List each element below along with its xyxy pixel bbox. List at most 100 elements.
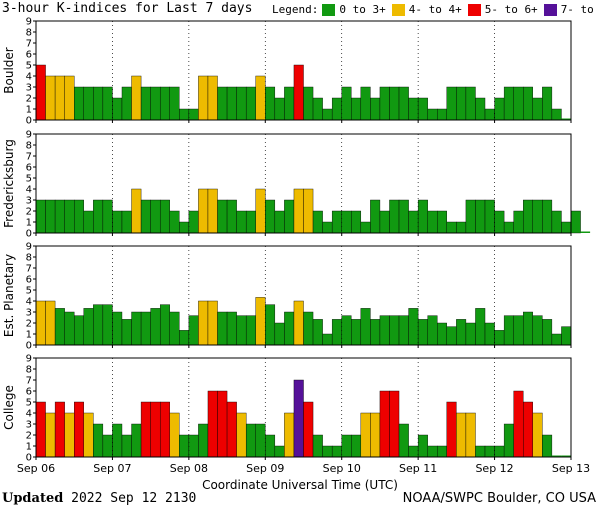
bar bbox=[341, 434, 352, 458]
y-tick-label: 4 bbox=[26, 185, 32, 196]
bar bbox=[226, 199, 237, 234]
station-label: Boulder bbox=[2, 47, 16, 94]
bar bbox=[408, 97, 419, 121]
bar bbox=[159, 304, 170, 346]
y-tick-label: 8 bbox=[26, 365, 32, 376]
bar bbox=[140, 401, 151, 458]
bar bbox=[35, 64, 46, 121]
bar bbox=[131, 311, 142, 346]
bar bbox=[446, 401, 457, 458]
bar bbox=[245, 315, 256, 346]
bar bbox=[159, 199, 170, 234]
bar bbox=[561, 455, 571, 457]
bar bbox=[265, 304, 276, 346]
bar bbox=[379, 390, 390, 458]
bar bbox=[532, 199, 543, 234]
y-tick-label: 7 bbox=[26, 376, 32, 387]
x-tick-label: Sep 08 bbox=[170, 462, 208, 475]
bar bbox=[312, 97, 323, 121]
bar bbox=[523, 311, 533, 346]
bar bbox=[398, 315, 409, 346]
bar bbox=[427, 315, 438, 346]
bar bbox=[207, 188, 218, 234]
bar bbox=[532, 315, 543, 346]
x-tick-label: Sep 07 bbox=[93, 462, 131, 475]
legend-label-7-to-9: 7- to 9 bbox=[560, 3, 600, 16]
bar bbox=[83, 412, 94, 458]
bar bbox=[580, 231, 591, 233]
y-tick-label: 6 bbox=[26, 163, 32, 174]
bar bbox=[570, 210, 581, 234]
bar bbox=[484, 445, 495, 458]
y-tick-label: 9 bbox=[26, 354, 32, 365]
bar bbox=[93, 304, 104, 346]
bar bbox=[523, 86, 533, 121]
bar bbox=[150, 308, 161, 346]
y-tick-label: 4 bbox=[26, 409, 32, 420]
chart-title: 3-hour K-indices for Last 7 days bbox=[2, 1, 253, 16]
bar bbox=[331, 319, 342, 346]
bar bbox=[484, 108, 495, 121]
bar bbox=[236, 315, 247, 346]
bar bbox=[341, 210, 352, 234]
bar bbox=[54, 308, 65, 346]
bar bbox=[351, 210, 362, 234]
bar bbox=[169, 86, 180, 121]
bar bbox=[284, 86, 295, 121]
bar bbox=[265, 199, 276, 234]
bar bbox=[112, 97, 123, 121]
bar bbox=[140, 311, 151, 346]
y-tick-label: 7 bbox=[26, 264, 32, 275]
y-tick-label: 1 bbox=[26, 442, 32, 453]
bar bbox=[207, 300, 218, 346]
bar bbox=[169, 311, 180, 346]
x-tick-label: Sep 11 bbox=[399, 462, 437, 475]
x-tick-label: Sep 06 bbox=[17, 462, 55, 475]
bar bbox=[217, 86, 228, 121]
bar bbox=[121, 210, 132, 234]
bar bbox=[351, 319, 362, 346]
bar bbox=[303, 86, 314, 121]
bar bbox=[484, 199, 495, 234]
y-tick-label: 5 bbox=[26, 286, 32, 297]
bar bbox=[456, 221, 467, 234]
bar bbox=[561, 221, 572, 234]
bar bbox=[542, 199, 553, 234]
bar bbox=[112, 311, 123, 346]
bar bbox=[179, 108, 190, 121]
bar bbox=[551, 210, 562, 234]
bar bbox=[513, 315, 524, 346]
bar bbox=[312, 434, 323, 458]
x-tick-label: Sep 12 bbox=[475, 462, 513, 475]
bar bbox=[83, 86, 94, 121]
bar bbox=[226, 86, 237, 121]
bar bbox=[236, 412, 247, 458]
bar bbox=[64, 75, 75, 121]
bar bbox=[35, 199, 46, 234]
bar bbox=[265, 86, 276, 121]
bar bbox=[45, 199, 56, 234]
y-tick-label: 0 bbox=[26, 116, 32, 127]
bar bbox=[54, 401, 65, 458]
y-tick-label: 6 bbox=[26, 275, 32, 286]
bar bbox=[351, 434, 362, 458]
bar bbox=[274, 210, 285, 234]
bar bbox=[293, 64, 304, 121]
bar bbox=[465, 199, 476, 234]
bar bbox=[494, 97, 505, 121]
bar bbox=[389, 86, 400, 121]
bar bbox=[398, 86, 409, 121]
k-index-chart: 0123456789Boulder0123456789Fredericksbur… bbox=[2, 17, 591, 476]
y-tick-label: 5 bbox=[26, 61, 32, 72]
bar bbox=[417, 319, 428, 346]
bar bbox=[303, 188, 314, 234]
bar bbox=[179, 330, 190, 346]
y-tick-label: 6 bbox=[26, 50, 32, 61]
station-label: College bbox=[2, 385, 16, 430]
bar bbox=[341, 86, 352, 121]
bar bbox=[74, 86, 84, 121]
bar bbox=[303, 311, 314, 346]
bar bbox=[398, 423, 409, 458]
